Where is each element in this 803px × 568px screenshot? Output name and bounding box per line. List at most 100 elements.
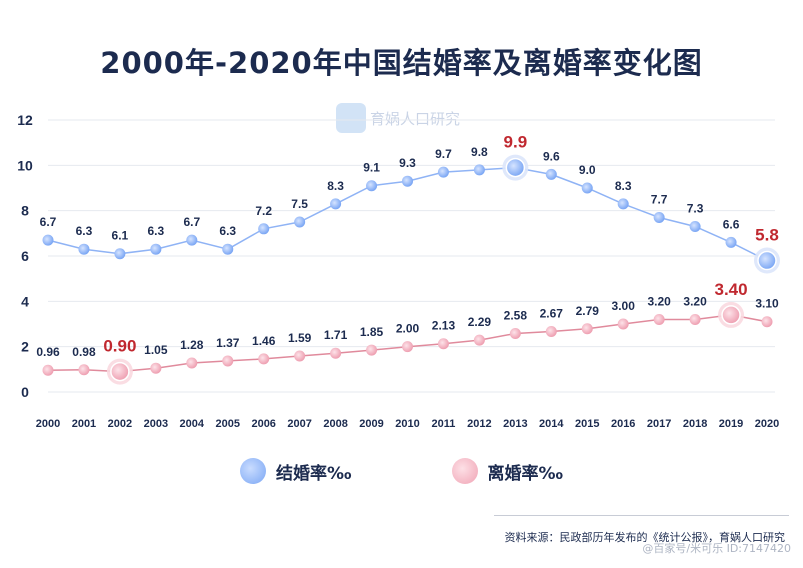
x-tick-label: 2019 (719, 418, 743, 430)
data-label: 3.20 (647, 294, 671, 308)
data-point (186, 234, 198, 246)
data-point (617, 318, 629, 330)
data-label: 2.79 (576, 304, 600, 318)
highlight-point (110, 361, 130, 382)
data-point (150, 243, 162, 255)
source-divider (494, 515, 789, 516)
data-point (366, 344, 378, 356)
data-point (437, 166, 449, 178)
watermark-icon (336, 103, 366, 133)
data-point (222, 243, 234, 255)
watermark-logo: 育娲人口研究 (336, 103, 460, 133)
data-point (330, 347, 342, 359)
legend-marker-divorce (451, 458, 478, 484)
data-point (689, 221, 701, 233)
data-label: 1.05 (144, 343, 168, 357)
data-label: 6.3 (76, 224, 93, 238)
data-label: 7.5 (291, 197, 308, 211)
data-label: 3.10 (755, 297, 779, 311)
data-point (402, 175, 413, 187)
data-point (581, 182, 593, 194)
legend-item-marriage: 结婚率‰ (240, 458, 352, 484)
data-point (689, 313, 701, 325)
highlight-point (721, 305, 741, 325)
x-tick-label: 2002 (108, 418, 132, 430)
data-label: 0.90 (103, 337, 136, 356)
data-point (617, 198, 629, 210)
data-point (473, 334, 485, 346)
data-point (366, 180, 378, 192)
data-label: 6.6 (723, 217, 740, 231)
data-point (545, 168, 557, 180)
data-label: 2.00 (396, 322, 420, 336)
data-label: 6.3 (219, 224, 236, 238)
data-point (114, 248, 126, 260)
data-label: 5.8 (755, 226, 779, 245)
data-point (78, 364, 90, 376)
data-label: 8.3 (615, 179, 632, 193)
data-point (42, 234, 54, 246)
x-tick-label: 2011 (432, 418, 456, 430)
data-label: 9.8 (471, 145, 488, 159)
x-tick-label: 2006 (251, 418, 275, 430)
data-label: 9.0 (579, 163, 596, 177)
data-point (761, 316, 773, 328)
y-tick-label: 8 (21, 203, 29, 219)
x-tick-label: 2000 (36, 418, 60, 430)
data-label: 1.85 (360, 325, 384, 339)
data-point (42, 364, 54, 376)
data-label: 3.40 (715, 280, 748, 299)
data-label: 7.7 (651, 192, 668, 206)
data-point (581, 323, 593, 335)
x-tick-label: 2012 (467, 418, 491, 430)
data-label: 2.67 (540, 306, 564, 320)
highlight-point (757, 250, 777, 271)
data-label: 9.1 (363, 161, 380, 175)
x-tick-label: 2017 (647, 418, 671, 430)
data-point (294, 216, 306, 228)
legend-item-divorce: 离婚率‰ (451, 458, 563, 484)
data-label: 6.1 (112, 229, 129, 243)
data-point (653, 313, 665, 325)
legend-label-divorce: 离婚率‰ (487, 463, 563, 484)
x-tick-label: 2020 (755, 418, 779, 430)
x-tick-label: 2013 (503, 418, 527, 430)
data-point (473, 164, 485, 176)
data-label: 3.20 (683, 294, 707, 308)
x-tick-label: 2001 (72, 418, 96, 430)
data-label: 6.7 (183, 215, 200, 229)
data-label: 6.3 (148, 224, 165, 238)
data-point (437, 338, 449, 350)
data-point (258, 223, 270, 235)
data-label: 2.58 (504, 309, 528, 323)
data-point (294, 350, 306, 362)
data-point (653, 211, 665, 223)
data-point (545, 325, 557, 337)
x-tick-label: 2005 (216, 418, 240, 430)
y-tick-label: 6 (21, 248, 29, 264)
x-tick-label: 2014 (539, 418, 564, 430)
data-point (150, 362, 162, 374)
y-tick-label: 2 (21, 339, 29, 355)
source-note: 资料来源：民政部历年发布的《统计公报》，育娲人口研究 (504, 531, 786, 544)
x-tick-label: 2003 (144, 418, 168, 430)
data-point (330, 198, 342, 210)
line-chart: 0 2 4 6 8 10 12 2000 2001 2002 2003 2004 2005 2006 200… (17, 112, 780, 430)
data-point (186, 357, 198, 369)
x-tick-label: 2010 (395, 418, 419, 430)
data-label: 9.9 (504, 133, 528, 152)
data-label: 9.7 (435, 147, 452, 161)
x-tick-label: 2016 (611, 418, 635, 430)
overlay-watermark: @百家号/米可乐 ID:7147420 (642, 542, 791, 555)
x-tick-label: 2008 (323, 418, 347, 430)
data-label: 2.13 (432, 319, 456, 333)
legend-label-marriage: 结婚率‰ (276, 463, 352, 484)
data-label: 1.46 (252, 334, 276, 348)
data-label: 9.3 (399, 156, 416, 170)
data-label: 8.3 (327, 179, 344, 193)
data-label: 1.37 (216, 336, 240, 350)
data-label: 6.7 (40, 215, 57, 229)
data-label: 3.00 (612, 299, 636, 313)
data-label: 1.28 (180, 338, 204, 352)
x-tick-label: 2018 (683, 418, 707, 430)
